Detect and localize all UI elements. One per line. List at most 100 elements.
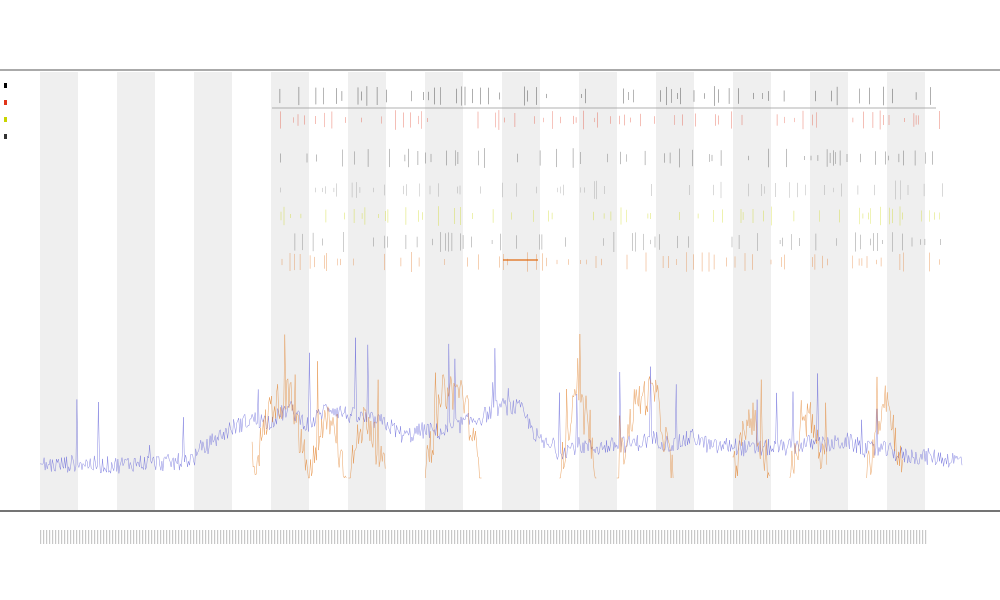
x-tick-label <box>418 530 420 544</box>
x-tick-label <box>880 530 882 544</box>
lane-events <box>294 232 941 252</box>
x-tick-label <box>604 530 606 544</box>
x-tick-label <box>541 530 543 544</box>
x-tick-label <box>631 530 633 544</box>
x-tick-label <box>622 530 624 544</box>
x-tick-label <box>448 530 450 544</box>
x-tick-label <box>451 530 453 544</box>
x-tick-label <box>409 530 411 544</box>
x-tick-label <box>364 530 366 544</box>
x-tick-label <box>427 530 429 544</box>
x-tick-label <box>781 530 783 544</box>
x-tick-label <box>598 530 600 544</box>
x-tick-label <box>607 530 609 544</box>
x-tick-label <box>910 530 912 544</box>
x-tick-label <box>106 530 108 544</box>
x-tick-label <box>268 530 270 544</box>
x-tick-label <box>808 530 810 544</box>
x-tick-label <box>478 530 480 544</box>
x-tick-label <box>505 530 507 544</box>
x-tick-label <box>349 530 351 544</box>
x-tick-label <box>46 530 48 544</box>
lane-events <box>280 110 940 130</box>
x-tick-label <box>670 530 672 544</box>
x-tick-label <box>196 530 198 544</box>
shaded-band <box>656 72 694 510</box>
x-tick-label <box>787 530 789 544</box>
x-tick-label <box>517 530 519 544</box>
x-tick-label <box>907 530 909 544</box>
x-tick-label <box>868 530 870 544</box>
x-tick-label <box>730 530 732 544</box>
x-tick-label <box>127 530 129 544</box>
x-tick-label <box>124 530 126 544</box>
x-tick-label <box>190 530 192 544</box>
x-tick-label <box>850 530 852 544</box>
x-tick-label <box>817 530 819 544</box>
x-tick-label <box>661 530 663 544</box>
x-tick-label <box>331 530 333 544</box>
x-tick-label <box>676 530 678 544</box>
x-tick-label <box>826 530 828 544</box>
x-tick-label <box>550 530 552 544</box>
x-tick-label <box>247 530 249 544</box>
legend-swatch <box>4 100 7 105</box>
x-tick-label <box>136 530 138 544</box>
x-tick-label <box>340 530 342 544</box>
x-tick-label <box>112 530 114 544</box>
x-tick-label <box>130 530 132 544</box>
x-tick-label <box>457 530 459 544</box>
x-tick-label <box>472 530 474 544</box>
x-tick-label <box>172 530 174 544</box>
x-tick-label <box>334 530 336 544</box>
x-tick-label <box>715 530 717 544</box>
x-tick-label <box>601 530 603 544</box>
x-tick-label <box>769 530 771 544</box>
x-tick-label <box>484 530 486 544</box>
x-tick-label <box>805 530 807 544</box>
x-tick-label <box>865 530 867 544</box>
x-tick-label <box>439 530 441 544</box>
x-tick-label <box>277 530 279 544</box>
x-tick-label <box>67 530 69 544</box>
x-tick-label <box>307 530 309 544</box>
x-tick-label <box>271 530 273 544</box>
x-tick-label <box>844 530 846 544</box>
x-tick-label <box>637 530 639 544</box>
x-tick-label <box>412 530 414 544</box>
x-tick-label <box>262 530 264 544</box>
x-tick-label <box>901 530 903 544</box>
x-tick-label <box>691 530 693 544</box>
x-tick-label <box>580 530 582 544</box>
x-tick-label <box>871 530 873 544</box>
series-line <box>39 337 963 474</box>
shaded-band <box>502 72 540 510</box>
x-tick-label <box>382 530 384 544</box>
x-tick-label <box>421 530 423 544</box>
lane-events <box>281 252 940 272</box>
x-tick-label <box>166 530 168 544</box>
x-tick-label <box>703 530 705 544</box>
x-tick-label <box>346 530 348 544</box>
x-tick-label <box>508 530 510 544</box>
x-tick-label <box>61 530 63 544</box>
x-tick-label <box>838 530 840 544</box>
x-tick-label <box>313 530 315 544</box>
x-tick-label <box>763 530 765 544</box>
x-tick-label <box>193 530 195 544</box>
x-tick-label <box>724 530 726 544</box>
x-tick-label <box>325 530 327 544</box>
x-tick-label <box>568 530 570 544</box>
event-lanes <box>279 86 943 272</box>
x-tick-label <box>835 530 837 544</box>
x-tick-label <box>577 530 579 544</box>
x-tick-label <box>874 530 876 544</box>
x-tick-label <box>841 530 843 544</box>
x-tick-label <box>520 530 522 544</box>
x-tick-label <box>652 530 654 544</box>
x-tick-label <box>709 530 711 544</box>
x-tick-label <box>328 530 330 544</box>
x-tick-label <box>214 530 216 544</box>
x-tick-label <box>712 530 714 544</box>
shaded-band <box>810 72 848 510</box>
